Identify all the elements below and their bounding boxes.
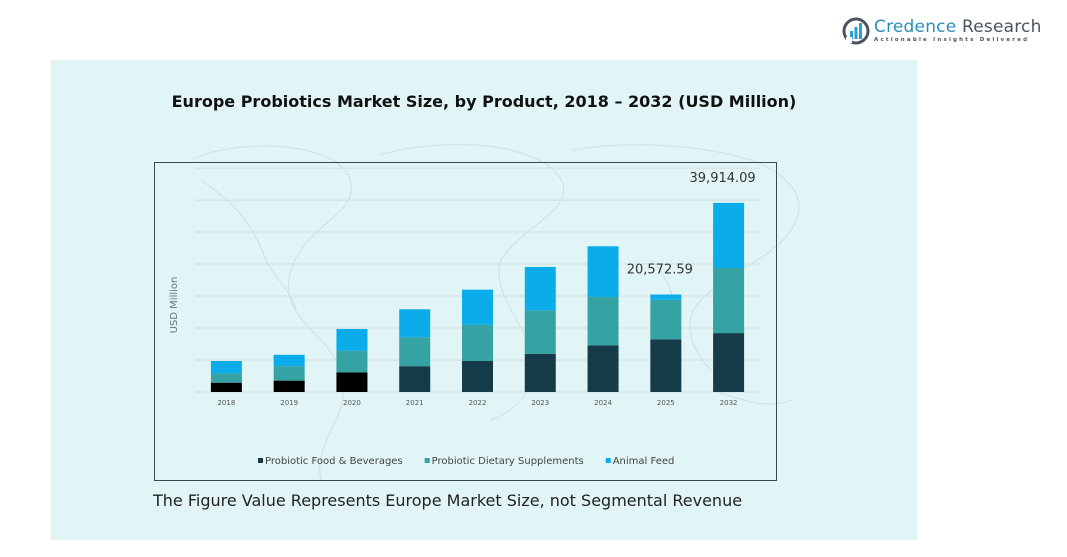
x-tick-label: 2022 [469,399,487,407]
bar-segment-dietary-supplements [650,299,682,340]
bar-segment-dietary-supplements [462,324,493,362]
legend-label: Probiotic Dietary Supplements [432,456,584,467]
bar-segment-food-beverages [273,380,305,392]
brand-name: Credence Research [874,16,1042,37]
brand-tagline: Actionable Insights Delivered [874,36,1030,43]
bar-segment-food-beverages [336,372,368,392]
bar-segment-food-beverages [713,333,745,392]
data-label: 39,914.09 [690,171,756,186]
legend-label: Probiotic Food & Beverages [265,456,403,467]
x-tick-label: 2021 [406,399,424,407]
bar-segment-dietary-supplements [587,296,619,346]
bar-segment-animal-feed [650,294,682,300]
bar-segment-animal-feed [336,328,368,351]
bar-segment-animal-feed [399,309,431,338]
bar-segment-animal-feed [210,361,242,374]
x-tick-label: 2024 [594,399,612,407]
bar-segment-food-beverages [524,353,556,392]
bar-segment-food-beverages [650,339,682,392]
x-tick-label: 2025 [657,399,675,407]
bar-segment-dietary-supplements [210,373,242,383]
x-tick-label: 2019 [280,399,298,407]
x-tick-label: 2018 [217,399,235,407]
chart-panel: Europe Probiotics Market Size, by Produc… [51,60,917,540]
bar-segment-food-beverages [462,361,493,392]
bar-segment-animal-feed [713,202,745,268]
bar-segment-animal-feed [462,289,493,325]
bar-segment-animal-feed [524,266,556,311]
bar-segment-food-beverages [399,366,431,392]
bar-segment-food-beverages [210,382,242,392]
credence-research-logo: Credence Research Actionable Insights De… [842,17,1042,45]
stacked-bar-chart: 2018 2019 2020 2021 2022 2023 2024 2025 2032 20,… [169,167,760,467]
data-label: 20,572.59 [627,263,693,278]
bar-segment-food-beverages [587,345,619,392]
legend-swatch [258,458,263,463]
figure-caption: The Figure Value Represents Europe Marke… [153,491,743,510]
legend-swatch [605,458,611,463]
chart-frame: 2018 2019 2020 2021 2022 2023 2024 2025 2032 20,… [154,162,777,481]
y-axis-label: USD Million [169,277,180,334]
bar-segment-dietary-supplements [399,337,431,367]
x-tick-label: 2020 [343,399,361,407]
bar-segment-dietary-supplements [273,366,305,381]
bar-segment-dietary-supplements [524,310,556,354]
legend-label: Animal Feed [613,456,675,467]
bar-segment-animal-feed [273,354,305,367]
x-tick-label: 2023 [531,399,549,407]
chart-title: Europe Probiotics Market Size, by Produc… [171,92,797,111]
bar-segment-dietary-supplements [336,350,368,373]
bar-segment-dietary-supplements [713,267,745,334]
legend-swatch [424,458,430,463]
logo-bar-chart-icon [842,17,870,45]
bar-segment-animal-feed [587,246,619,297]
x-tick-label: 2032 [720,399,738,407]
chart-legend: Probiotic Food & Beverages Probiotic Diet… [258,456,674,467]
